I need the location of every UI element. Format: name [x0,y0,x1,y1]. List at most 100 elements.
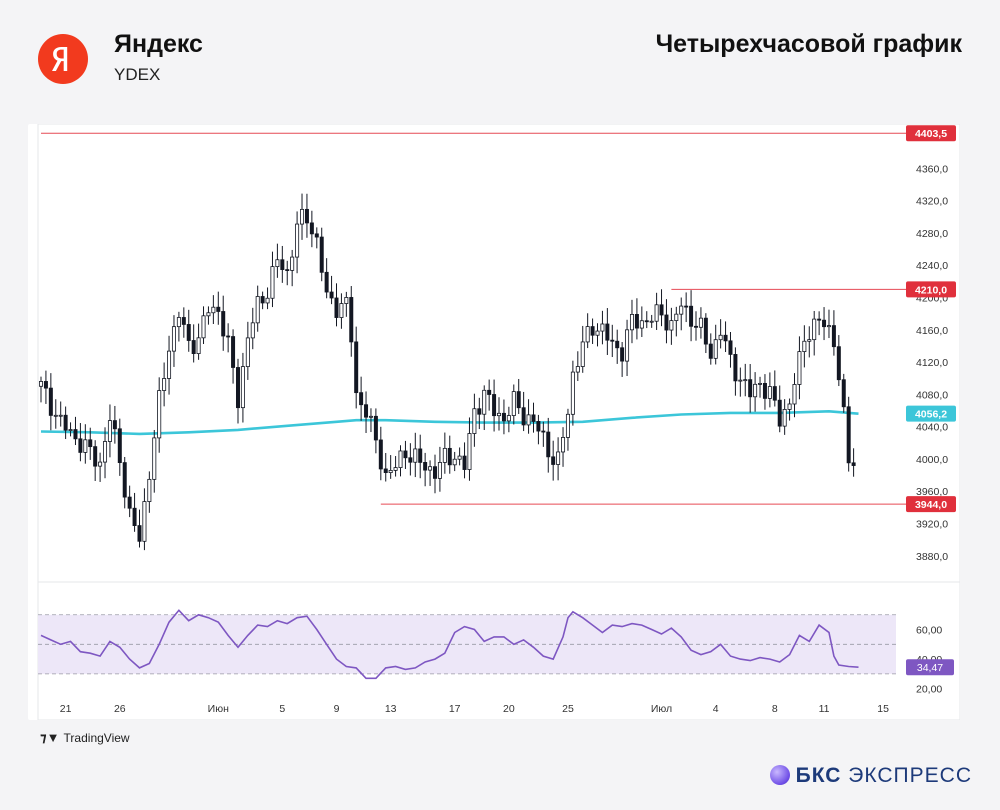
candle-body [664,314,669,331]
candle-body [831,325,836,348]
candle-body [432,466,437,479]
candle-body [122,462,127,498]
candle-body [73,429,78,440]
candle-body [142,501,147,542]
candle-body [147,478,152,502]
candle-body [772,386,777,401]
level-label-bg [906,281,956,298]
candle-body [689,305,694,327]
candle-body [762,382,767,399]
candle-body [718,334,723,341]
candle-body [221,311,226,337]
chart-frame [37,124,960,720]
candle-body [53,414,58,417]
rsi-line [40,609,859,680]
candle-body [659,304,664,316]
candle-body [753,383,758,398]
time-tick-label: 9 [334,703,340,715]
rsi-tick-label: 60,00 [916,625,942,637]
candle-body [300,208,305,225]
candles-group [38,193,856,551]
candle-body [836,346,841,381]
candle-body [541,430,546,433]
candle-body [304,208,309,224]
price-tick-label: 3920,0 [916,519,948,531]
time-tick-label: 25 [562,703,574,715]
candle-body [78,438,83,453]
candle-body [669,320,674,331]
candle-body [506,415,511,422]
candle-body [127,496,132,509]
time-tick-label: 8 [772,703,778,715]
candle-body [93,446,98,467]
candle-body [255,296,260,324]
candle-body [477,408,482,415]
candle-body [245,337,250,368]
candle-body [452,458,457,466]
candle-body [472,408,477,434]
price-tick-label: 4040,0 [916,422,948,434]
company-name: Яндекс [114,30,203,58]
candle-body [275,259,280,268]
level-label-bg [906,496,956,513]
candle-body [580,341,585,367]
candle-body [457,455,462,460]
candle-body [531,414,536,422]
broker-brand-bold: БКС [795,764,842,787]
candle-body [600,323,605,332]
candle-body [103,441,108,463]
chart-canvas[interactable]: 3880,0 3920,0 3960,0 4000,0 4040,0 4080,0 4120… [28,124,960,720]
candle-body [516,391,521,409]
candle-body [393,467,398,471]
candle-body [368,415,373,418]
candle-body [777,399,782,427]
candle-body [388,470,393,473]
candle-body [250,322,255,339]
candle-body [851,462,856,466]
candle-body [615,340,620,349]
candle-body [698,317,703,328]
candle-body [654,304,659,322]
candle-body [585,326,590,343]
time-tick-label: 4 [713,703,719,715]
price-tick-label: 4240,0 [916,260,948,272]
candle-body [738,379,743,382]
rsi-tick-label: 20,00 [916,684,942,696]
candle-body [644,320,649,323]
candle-body [758,382,763,385]
candle-body [442,447,447,463]
candle-body [684,305,689,308]
candle-body [176,317,181,328]
candle-body [216,306,221,312]
candle-body [694,325,699,328]
candle-body [462,455,467,470]
candle-body [467,433,472,470]
candle-body [319,236,324,273]
candle-body [354,341,359,394]
price-tick-label: 4080,0 [916,389,948,401]
candle-body [201,315,206,339]
candle-body [117,428,122,463]
candle-body [546,431,551,458]
candle-body [413,448,418,463]
candle-body [708,343,713,359]
candle-body [817,318,822,321]
candle-body [570,371,575,415]
candle-body [846,406,851,464]
candle-body [290,256,295,271]
candle-body [767,386,772,399]
candle-body [703,317,708,345]
candle-body [841,379,846,408]
candle-body [383,468,388,473]
candle-body [610,339,615,342]
candle-body [334,297,339,318]
candle-body [58,414,63,417]
candle-body [167,350,172,379]
candle-body [625,329,630,362]
price-tick-label: 4360,0 [916,163,948,175]
price-tick-label: 4280,0 [916,228,948,240]
price-tick-label: 4320,0 [916,196,948,208]
candle-body [344,297,349,304]
candle-body [802,340,807,353]
level-label: 4403,5 [915,128,947,140]
